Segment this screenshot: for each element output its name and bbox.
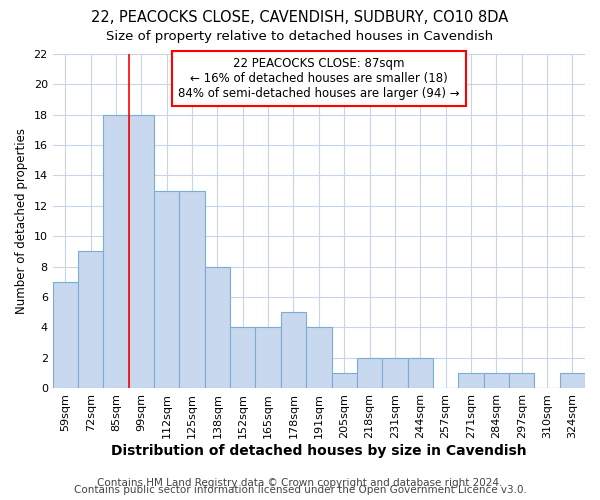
- Bar: [154, 190, 179, 388]
- Bar: [382, 358, 407, 388]
- X-axis label: Distribution of detached houses by size in Cavendish: Distribution of detached houses by size …: [111, 444, 527, 458]
- Bar: [560, 373, 585, 388]
- Bar: [306, 327, 332, 388]
- Y-axis label: Number of detached properties: Number of detached properties: [15, 128, 28, 314]
- Bar: [230, 327, 256, 388]
- Text: Size of property relative to detached houses in Cavendish: Size of property relative to detached ho…: [106, 30, 494, 43]
- Text: Contains public sector information licensed under the Open Government Licence v3: Contains public sector information licen…: [74, 485, 526, 495]
- Bar: [103, 114, 129, 388]
- Text: 22, PEACOCKS CLOSE, CAVENDISH, SUDBURY, CO10 8DA: 22, PEACOCKS CLOSE, CAVENDISH, SUDBURY, …: [91, 10, 509, 25]
- Bar: [357, 358, 382, 388]
- Bar: [53, 282, 78, 388]
- Bar: [129, 114, 154, 388]
- Bar: [509, 373, 535, 388]
- Bar: [78, 252, 103, 388]
- Bar: [332, 373, 357, 388]
- Bar: [281, 312, 306, 388]
- Bar: [484, 373, 509, 388]
- Bar: [179, 190, 205, 388]
- Text: 22 PEACOCKS CLOSE: 87sqm
← 16% of detached houses are smaller (18)
84% of semi-d: 22 PEACOCKS CLOSE: 87sqm ← 16% of detach…: [178, 57, 460, 100]
- Bar: [205, 266, 230, 388]
- Bar: [407, 358, 433, 388]
- Bar: [256, 327, 281, 388]
- Text: Contains HM Land Registry data © Crown copyright and database right 2024.: Contains HM Land Registry data © Crown c…: [97, 478, 503, 488]
- Bar: [458, 373, 484, 388]
